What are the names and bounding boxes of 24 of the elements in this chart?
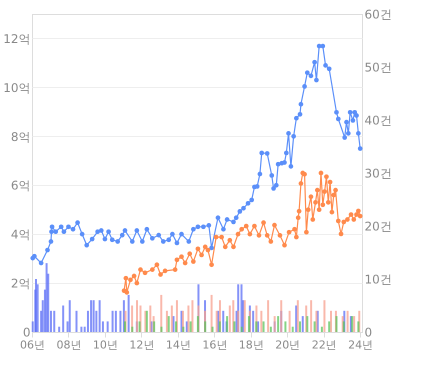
y-tick-label: 4억: [10, 228, 30, 242]
x-tick-label: 10년: [92, 338, 118, 352]
y2-tick-label: 10건: [364, 272, 392, 286]
x-tick-label: 08년: [56, 338, 82, 352]
y2-tick-label: 20건: [364, 220, 392, 234]
y-tick-label: 2억: [10, 276, 30, 291]
y-tick-label: 0: [22, 326, 30, 340]
x-tick-label: 22년: [312, 338, 337, 352]
y2-tick-label: 40건: [364, 114, 392, 128]
x-tick-label: 14년: [166, 338, 191, 352]
y-tick-label: 10억: [3, 80, 30, 95]
y2-tick-label: 60건: [364, 8, 392, 22]
x-tick-label: 20년: [275, 338, 300, 352]
x-tick-label: 24년: [348, 338, 374, 352]
y-tick-label: 12억: [3, 32, 30, 46]
x-tick-label: 16년: [202, 338, 228, 352]
x-tick-label: 18년: [238, 338, 264, 352]
y2-tick-label: 50건: [364, 60, 392, 74]
x-tick-label: 06년: [20, 338, 45, 352]
y-tick-label: 8억: [10, 130, 30, 144]
y2-tick-label: 0: [364, 326, 372, 340]
x-tick-label: 12년: [129, 338, 154, 352]
y-tick-label: 6억: [10, 178, 30, 193]
y2-tick-label: 30건: [364, 166, 392, 180]
